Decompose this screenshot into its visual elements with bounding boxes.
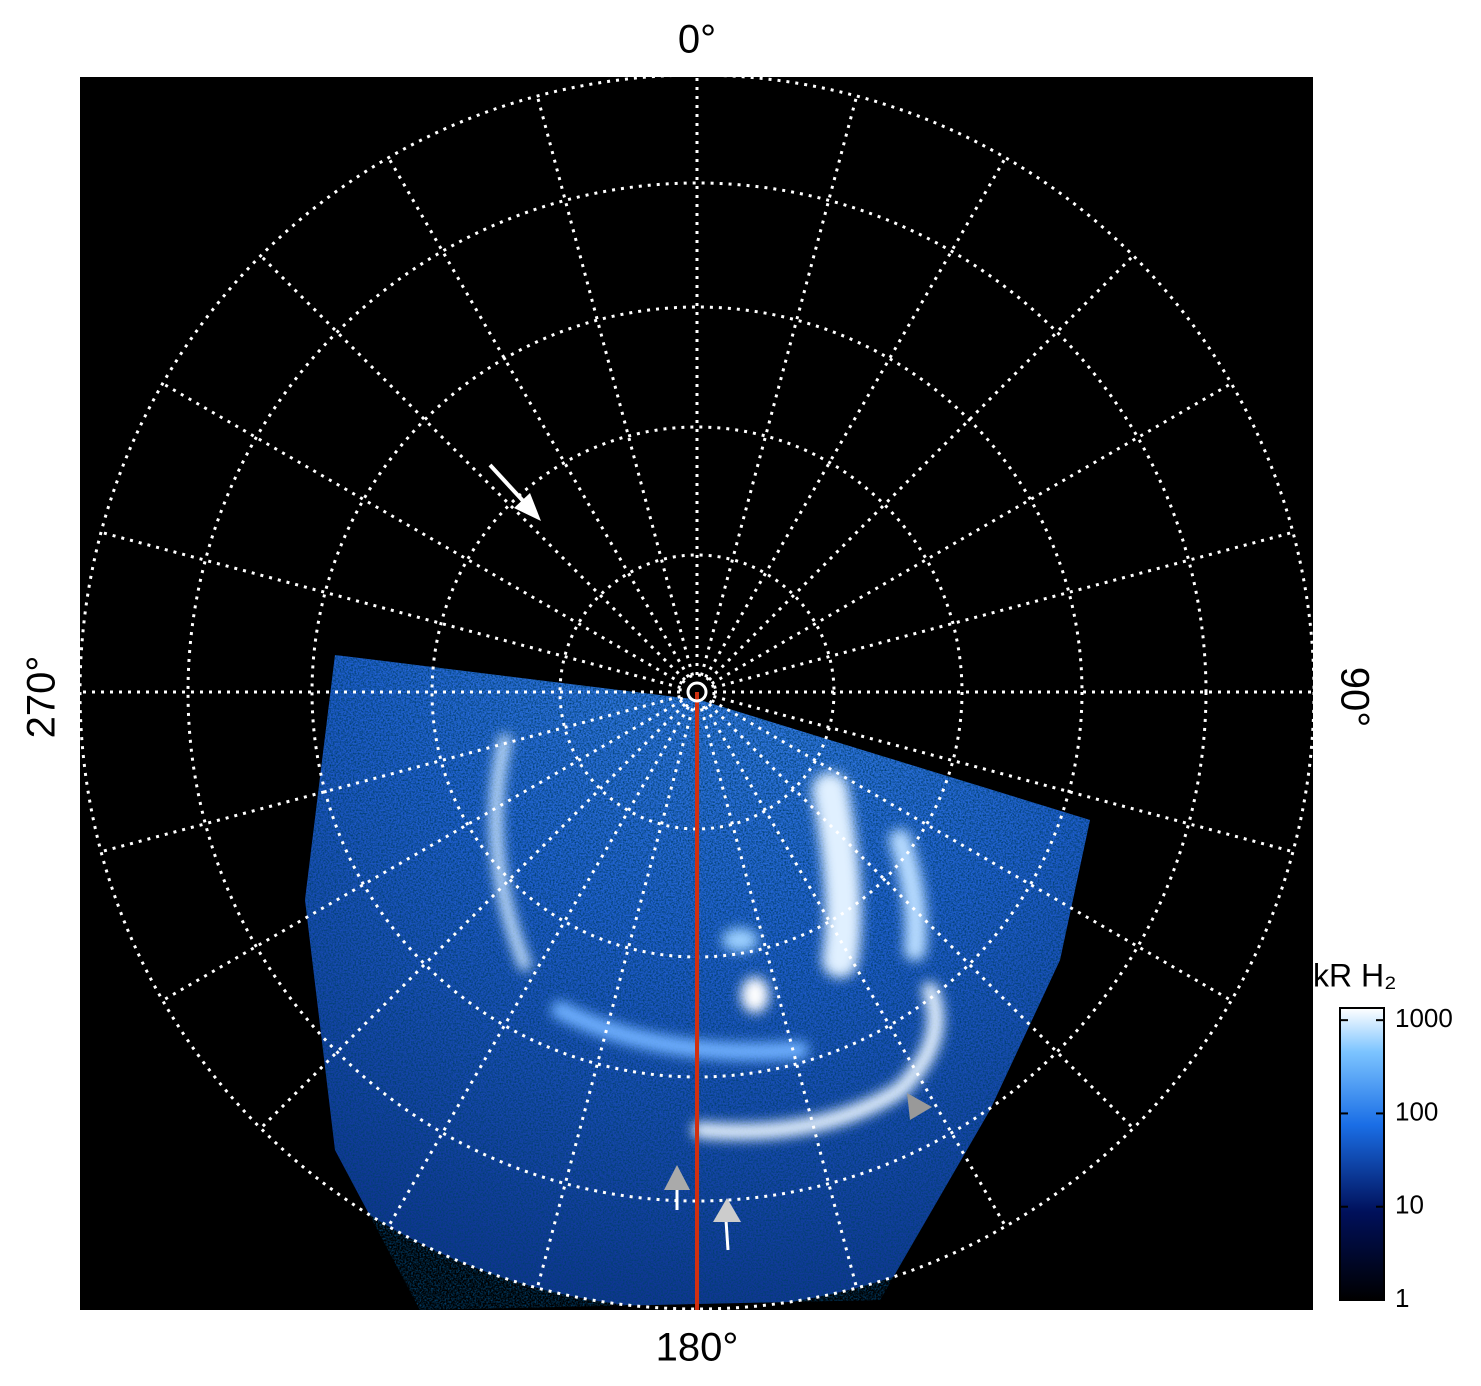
colorbar bbox=[1339, 1007, 1385, 1301]
grid-spoke bbox=[100, 530, 681, 690]
colorbar-tick-label: 1000 bbox=[1395, 1003, 1453, 1033]
grid-spoke bbox=[161, 382, 684, 685]
grid-spoke bbox=[259, 254, 687, 682]
pole-marker bbox=[686, 681, 708, 703]
grid-spoke bbox=[713, 694, 1294, 854]
polar-grid bbox=[80, 77, 1313, 1310]
grid-spoke bbox=[100, 694, 681, 854]
grid-spoke bbox=[535, 95, 695, 676]
angle-label-right: 90° bbox=[1332, 667, 1376, 728]
grid-spoke bbox=[707, 702, 1135, 1130]
grid-spoke bbox=[699, 95, 859, 676]
grid-spoke bbox=[161, 699, 684, 1002]
grid-spoke bbox=[387, 705, 690, 1228]
grid-spoke bbox=[710, 382, 1233, 685]
colorbar-tick-label: 100 bbox=[1395, 1096, 1438, 1126]
colorbar-tick-label: 10 bbox=[1395, 1190, 1424, 1220]
angle-label-left: 270° bbox=[20, 656, 64, 739]
colorbar-tick-label: 1 bbox=[1395, 1283, 1409, 1313]
grid-spoke bbox=[704, 156, 1007, 679]
grid-spoke bbox=[699, 708, 859, 1289]
grid-spoke bbox=[704, 705, 1007, 1228]
grid-spoke bbox=[259, 702, 687, 1130]
grid-spoke bbox=[713, 530, 1294, 690]
grid-spoke bbox=[710, 699, 1233, 1002]
colorbar-label: kR H₂ bbox=[1313, 957, 1397, 993]
grid-circle bbox=[186, 181, 1208, 1203]
grid-spoke bbox=[387, 156, 690, 679]
grid-spoke bbox=[535, 708, 695, 1289]
arrows bbox=[488, 463, 932, 1251]
angle-label-top: 0° bbox=[678, 18, 716, 62]
angle-label-bottom: 180° bbox=[656, 1326, 739, 1370]
grid-spoke bbox=[707, 254, 1135, 682]
